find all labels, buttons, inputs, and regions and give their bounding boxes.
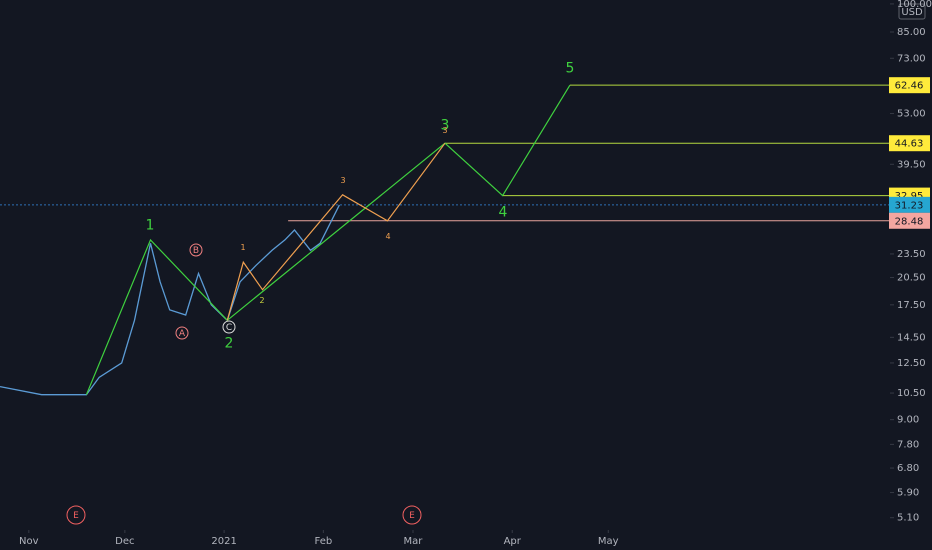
y-tick-label: 14.50 (897, 332, 926, 343)
x-tick-label: Nov (19, 536, 39, 547)
annotation: 1 (240, 243, 245, 252)
y-tick-label: 23.50 (897, 249, 926, 260)
annotation: 4 (499, 205, 508, 221)
price-tag (889, 212, 930, 229)
price-line (0, 204, 340, 396)
price-tag (889, 77, 930, 94)
price-tag-label: 62.46 (895, 81, 924, 92)
annotation: 1 (146, 218, 155, 234)
annotation-circle (222, 320, 236, 334)
y-tick-label: 6.80 (897, 463, 919, 474)
annotation-circle (66, 505, 86, 525)
y-tick-label: 73.00 (897, 53, 926, 64)
price-tag-label: 32.95 (895, 191, 924, 202)
y-tick-label: 12.50 (897, 358, 926, 369)
annotation: E (409, 511, 415, 521)
annotation: 3 (442, 126, 447, 135)
currency[interactable]: USD (901, 7, 923, 18)
annotation: 2 (225, 336, 234, 352)
y-tick-label: 39.50 (897, 159, 926, 170)
y-tick-label: 17.50 (897, 300, 926, 311)
annotation: 3 (441, 118, 450, 134)
y-tick-label: 53.00 (897, 109, 926, 120)
y-tick-label: 10.50 (897, 388, 926, 399)
price-tag-label: 31.23 (895, 200, 924, 211)
price-tag (889, 196, 930, 213)
x-tick-label: Feb (314, 536, 332, 547)
y-tick-label: 7.80 (897, 439, 919, 450)
x-tick-label: Apr (504, 536, 522, 547)
x-tick-label: May (598, 536, 619, 547)
annotation: E (73, 511, 79, 521)
annotation: 4 (385, 232, 390, 241)
annotation: A (179, 329, 186, 339)
price-tag (889, 135, 930, 152)
y-tick-label: 5.10 (897, 513, 919, 524)
y-tick-label: 9.00 (897, 415, 919, 426)
price-tag-label: 44.63 (895, 139, 924, 150)
y-tick-label: 5.90 (897, 488, 919, 499)
currency-box[interactable] (898, 3, 926, 20)
annotation-circle (189, 243, 203, 257)
annotation: 5 (566, 61, 575, 77)
y-tick-label: 85.00 (897, 27, 926, 38)
annotation: 2 (259, 296, 264, 305)
price-tag-label: 28.48 (895, 216, 924, 227)
x-tick-label: Mar (404, 536, 424, 547)
annotation: C (226, 323, 232, 333)
annotation: 3 (340, 176, 345, 185)
wave-line (226, 142, 446, 321)
y-tick-label: 100.00 (897, 0, 932, 10)
annotation-circle (175, 326, 189, 340)
x-tick-label: Dec (115, 536, 134, 547)
x-tick-label: 2021 (211, 536, 236, 547)
annotation: B (193, 246, 199, 256)
annotation-circle (402, 505, 422, 525)
y-tick-label: 20.50 (897, 273, 926, 284)
wave-line (85, 84, 571, 395)
